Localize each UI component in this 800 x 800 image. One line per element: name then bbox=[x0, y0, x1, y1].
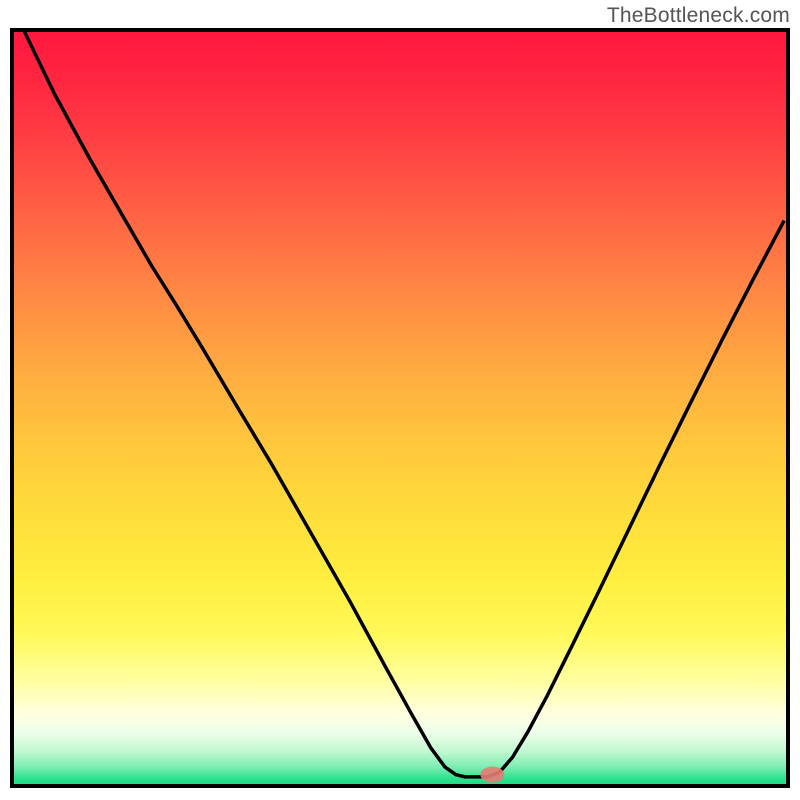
plot-background bbox=[12, 30, 788, 786]
chart-container: TheBottleneck.com bbox=[0, 0, 800, 800]
optimal-marker bbox=[480, 767, 504, 783]
bottleneck-chart bbox=[0, 0, 800, 800]
